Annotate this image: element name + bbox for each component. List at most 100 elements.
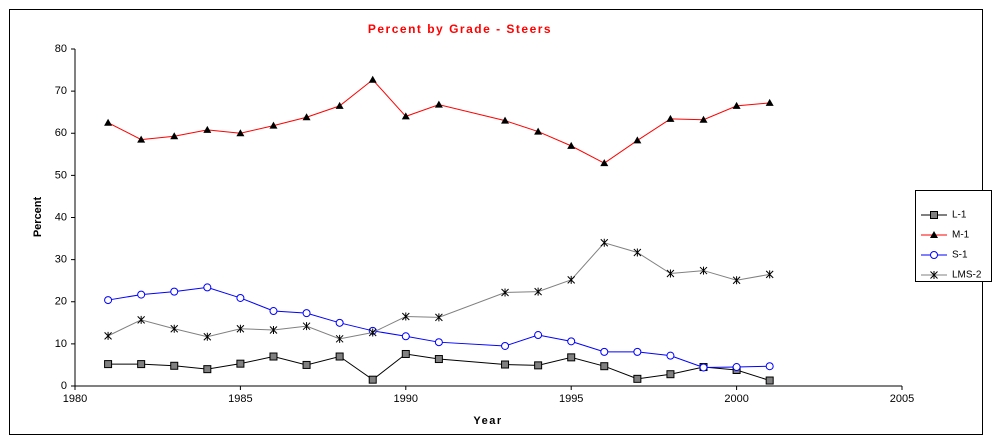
marker <box>203 125 212 133</box>
marker <box>765 376 774 385</box>
marker <box>600 159 609 167</box>
marker <box>600 362 609 371</box>
legend-label: S-1 <box>952 250 968 261</box>
chart-title: Percent by Grade - Steers <box>368 22 552 36</box>
marker <box>633 347 642 356</box>
y-tick-label: 70 <box>55 85 67 97</box>
marker <box>170 361 179 370</box>
marker <box>435 313 443 322</box>
y-tick-label: 60 <box>55 127 67 139</box>
marker <box>401 112 410 120</box>
marker <box>765 362 774 371</box>
x-tick-label: 2000 <box>724 393 748 405</box>
marker <box>137 290 146 299</box>
marker <box>302 360 311 369</box>
y-axis-title: Percent <box>32 196 44 237</box>
y-tick-label: 80 <box>55 43 67 55</box>
marker <box>567 353 576 362</box>
marker <box>137 135 146 143</box>
x-axis-title: Year <box>473 415 502 427</box>
marker <box>137 315 146 324</box>
legend-label: L-1 <box>952 210 967 221</box>
marker <box>170 287 179 296</box>
marker <box>534 331 543 340</box>
marker <box>401 349 410 358</box>
marker <box>302 322 311 331</box>
marker <box>501 116 510 124</box>
y-tick-label: 0 <box>61 380 67 392</box>
marker <box>434 100 443 108</box>
marker <box>401 312 410 321</box>
marker <box>732 363 741 372</box>
marker <box>335 318 344 327</box>
marker <box>666 269 675 278</box>
marker <box>699 363 708 372</box>
marker <box>401 332 410 341</box>
marker <box>269 121 278 129</box>
marker <box>434 355 443 364</box>
marker <box>930 251 938 259</box>
marker <box>699 115 708 123</box>
marker <box>236 129 245 137</box>
marker <box>765 270 774 279</box>
marker <box>666 114 675 122</box>
marker <box>269 307 278 316</box>
marker <box>137 360 146 369</box>
marker <box>699 266 708 275</box>
marker <box>501 360 510 369</box>
marker <box>236 359 245 368</box>
x-tick-label: 1980 <box>63 393 87 405</box>
marker <box>335 352 344 361</box>
marker <box>666 351 675 360</box>
marker <box>236 293 245 302</box>
marker <box>534 127 543 135</box>
y-tick-label: 20 <box>55 296 67 308</box>
marker <box>600 347 609 356</box>
marker <box>633 374 642 383</box>
marker <box>104 296 113 305</box>
series-line <box>108 353 770 382</box>
series-line <box>107 79 770 164</box>
series-line <box>107 242 770 340</box>
series-line <box>107 286 770 368</box>
marker <box>930 231 938 238</box>
marker <box>170 324 179 333</box>
marker <box>600 238 609 247</box>
marker <box>170 132 179 140</box>
marker <box>765 98 774 106</box>
marker <box>203 332 212 341</box>
y-tick-label: 10 <box>55 338 67 350</box>
marker <box>335 334 344 343</box>
marker <box>368 75 377 83</box>
marker <box>501 288 509 297</box>
marker <box>567 141 576 149</box>
marker <box>567 337 576 346</box>
y-tick-label: 40 <box>55 211 67 223</box>
marker <box>633 248 642 257</box>
marker <box>302 113 311 121</box>
marker <box>732 276 741 285</box>
x-tick-label: 1990 <box>394 393 418 405</box>
marker <box>236 324 245 333</box>
marker <box>666 370 675 379</box>
chart-frame <box>9 9 983 435</box>
legend <box>915 190 992 282</box>
marker <box>104 331 112 340</box>
marker <box>335 101 344 109</box>
marker <box>104 360 113 369</box>
marker <box>368 375 377 384</box>
marker <box>269 352 278 361</box>
x-tick-label: 1995 <box>559 393 583 405</box>
marker <box>930 211 938 219</box>
marker <box>567 275 576 284</box>
y-tick-label: 50 <box>55 169 67 181</box>
marker <box>534 287 542 296</box>
marker <box>633 136 642 144</box>
marker <box>104 118 113 126</box>
legend-label: LMS-2 <box>952 270 982 281</box>
marker <box>269 325 278 334</box>
marker <box>501 341 510 350</box>
marker <box>732 101 741 109</box>
marker <box>534 361 543 370</box>
